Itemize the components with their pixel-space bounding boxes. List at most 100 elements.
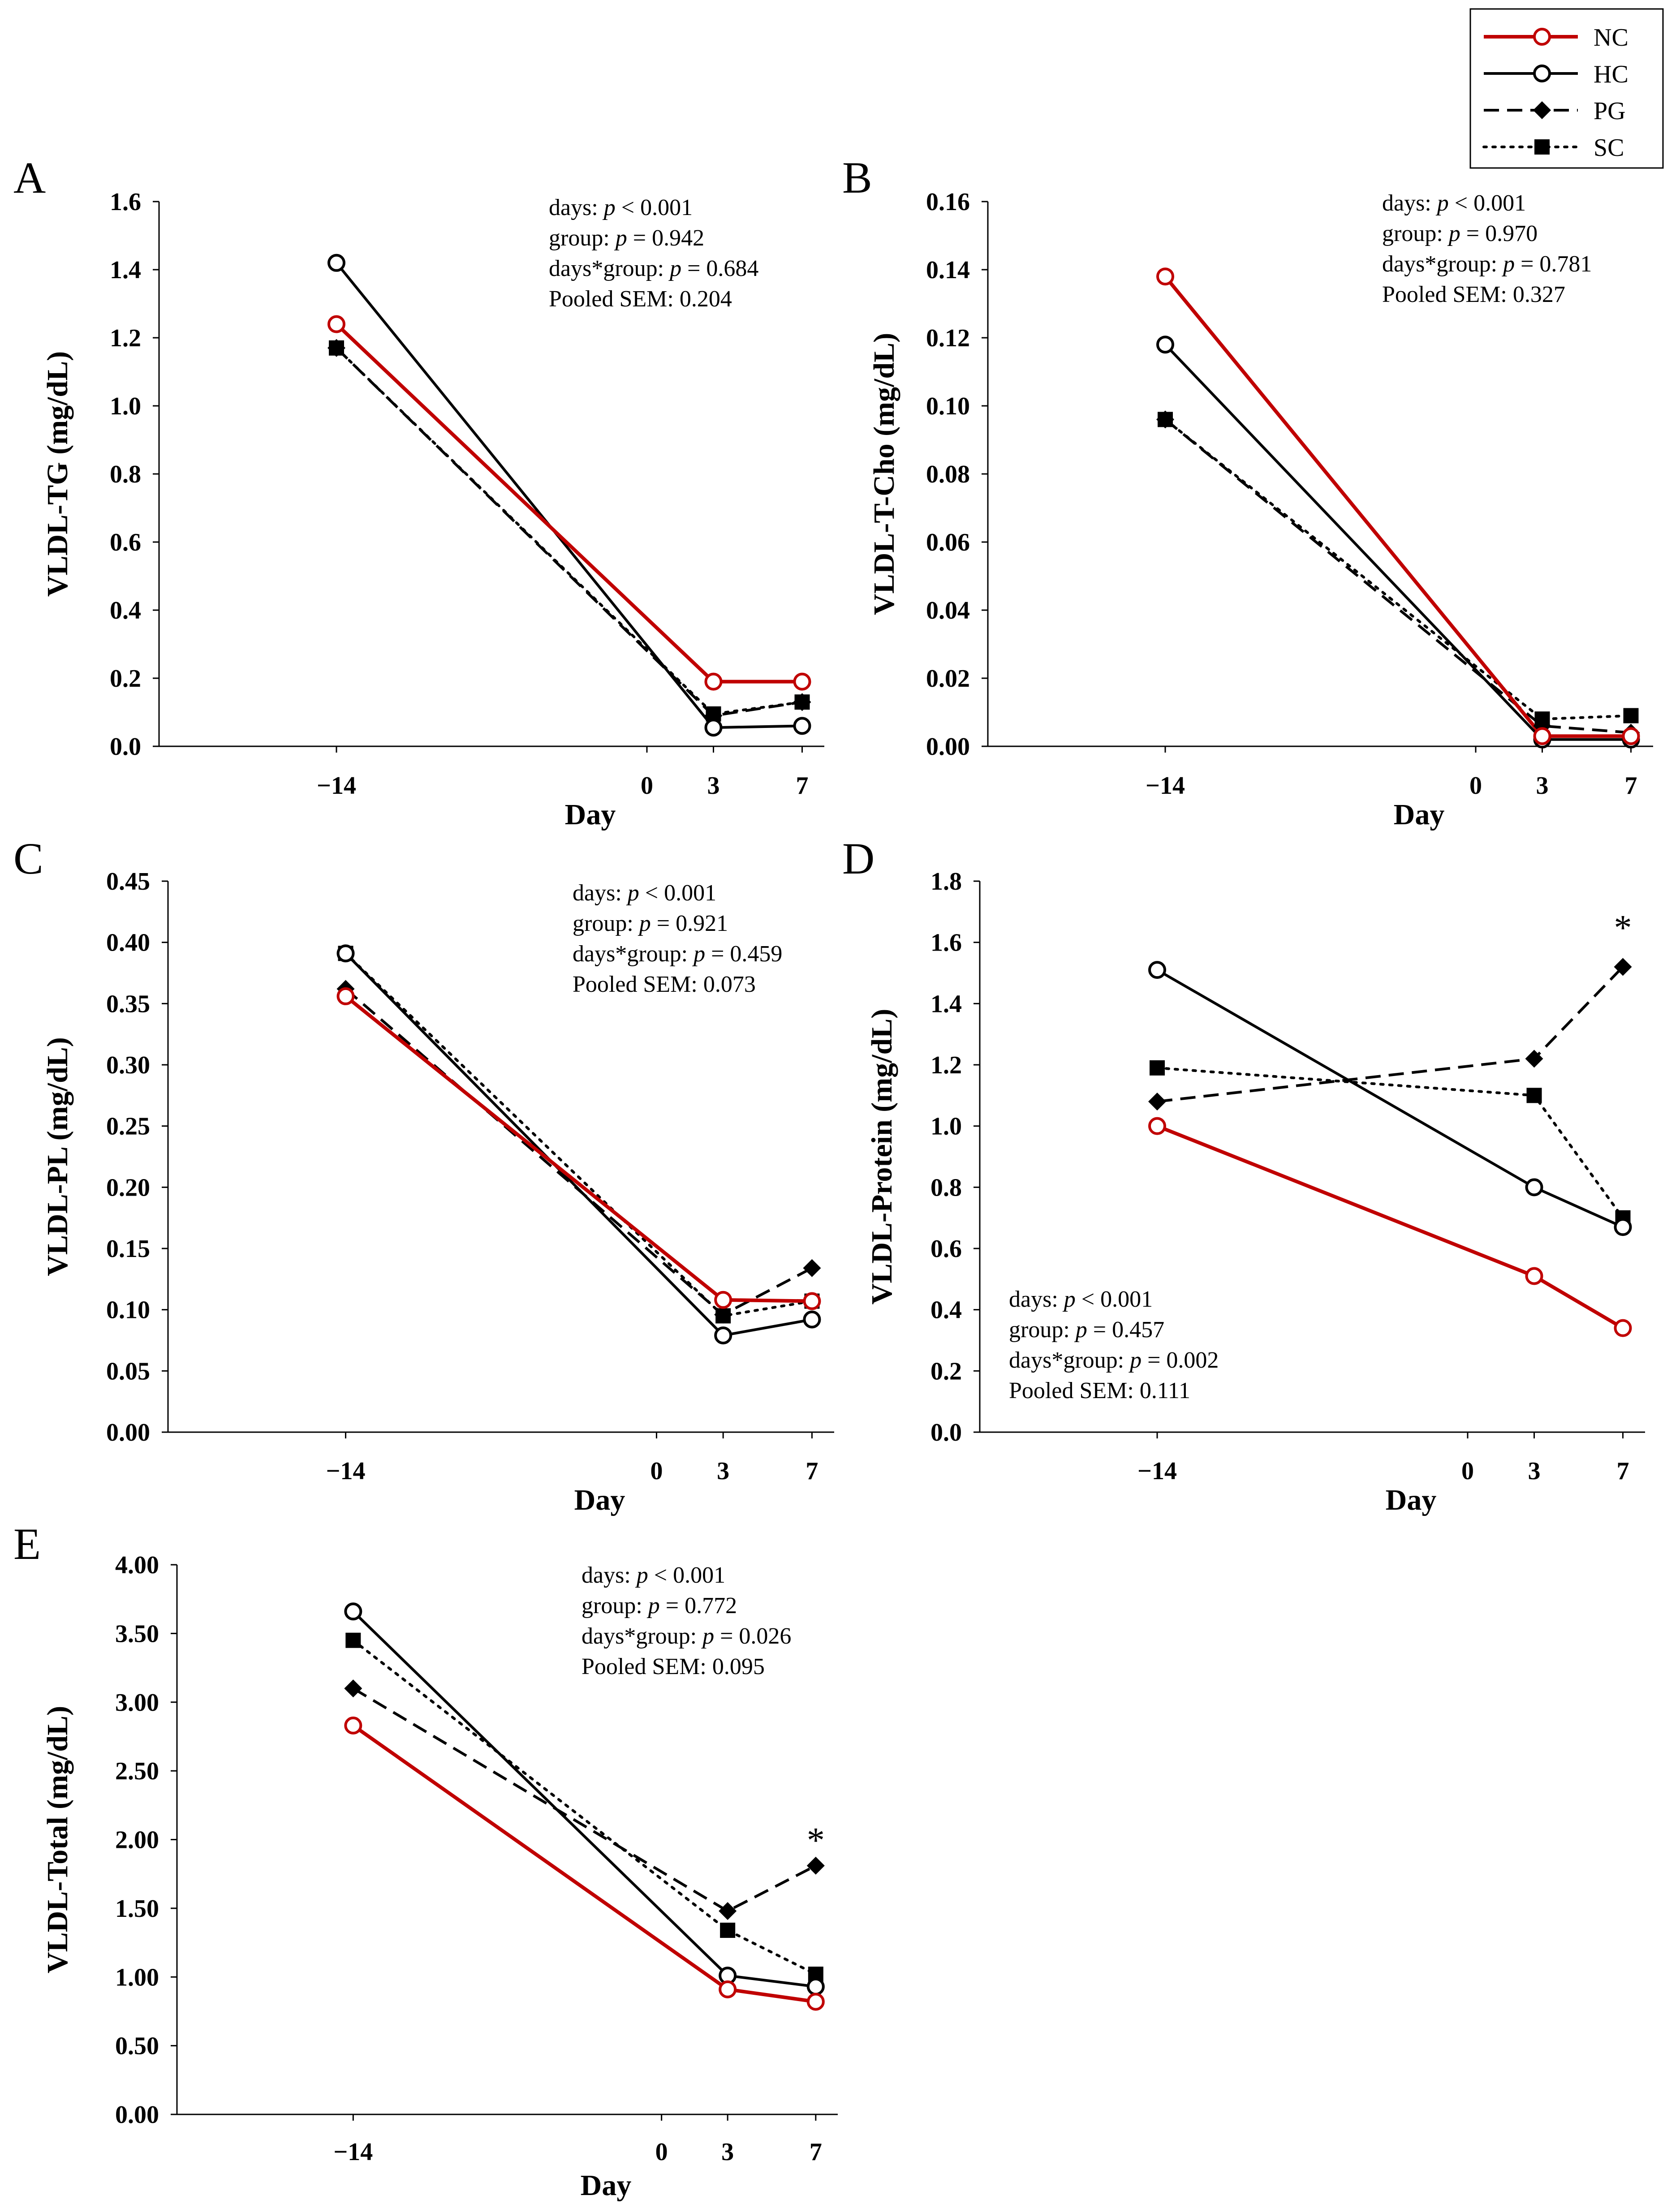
data-point-pg: [803, 1259, 821, 1277]
stats-line: days: p < 0.001: [573, 880, 716, 906]
data-point-hc: [336, 944, 355, 963]
y-tick-label: 0.06: [926, 529, 970, 556]
data-point-hc: [803, 1310, 821, 1329]
p-symbol: p: [646, 1593, 660, 1619]
y-tick-label: 1.6: [930, 929, 962, 957]
y-tick-label: 0.10: [106, 1296, 150, 1324]
data-point-nc: [1622, 727, 1640, 745]
series-line-sc: [335, 346, 804, 715]
stats-text: days*group:: [549, 256, 670, 281]
series-line-hc: [1156, 969, 1624, 1228]
legend-marker-sc: [1534, 139, 1550, 155]
legend-marker-hc: [1533, 65, 1551, 82]
p-symbol: p: [1501, 251, 1515, 277]
y-tick-label: 0.35: [106, 990, 150, 1018]
x-tick-label: 3: [717, 1457, 729, 1485]
stats-text: = 0.684: [681, 256, 758, 281]
series-line-hc: [335, 262, 802, 729]
p-symbol: p: [701, 1623, 714, 1649]
y-axis-label: VLDL-Protein (mg/dL): [866, 1009, 898, 1305]
x-tick-label: −14: [333, 2138, 373, 2166]
y-axis-label: VLDL-Total (mg/dL): [41, 1706, 74, 1973]
data-point-pg: [714, 1305, 732, 1324]
stats-text: = 0.921: [651, 911, 728, 936]
data-point-nc: [714, 1291, 732, 1309]
x-axis-label: Day: [565, 798, 616, 831]
data-point-hc: [714, 1326, 732, 1345]
stats-text: Pooled SEM: 0.327: [1382, 282, 1565, 307]
y-tick-label: 0.15: [106, 1235, 150, 1263]
stats-text: = 0.942: [627, 225, 704, 251]
x-axis-label: Day: [574, 1484, 625, 1516]
panel-letter: A: [13, 153, 46, 202]
stats-line: Pooled SEM: 0.327: [1382, 282, 1565, 307]
stats-text: group:: [573, 911, 639, 936]
x-tick-label: 7: [810, 2138, 822, 2166]
y-tick-label: 1.2: [110, 324, 141, 352]
x-tick-label: 0: [1461, 1457, 1474, 1485]
p-symbol: p: [635, 1563, 648, 1588]
p-symbol: p: [1062, 1287, 1076, 1312]
y-tick-label: 0.14: [926, 256, 970, 284]
series-line-sc: [344, 952, 814, 1317]
legend-box: [1469, 8, 1664, 169]
series-line-nc: [345, 994, 812, 1303]
data-point-sc: [1150, 1060, 1165, 1076]
y-tick-label: 0.10: [926, 392, 970, 420]
x-tick-label: 3: [1536, 772, 1549, 800]
y-tick-label: 4.00: [115, 1551, 159, 1579]
y-tick-label: 3.00: [115, 1689, 159, 1717]
data-point-hc: [1148, 961, 1166, 979]
y-tick-label: 0.0: [930, 1419, 962, 1446]
y-tick-label: 0.00: [115, 2101, 159, 2129]
y-tick-label: 1.0: [930, 1113, 962, 1141]
y-tick-label: 0.16: [926, 188, 970, 216]
y-tick-label: 0.8: [930, 1174, 962, 1201]
y-tick-label: 0.50: [115, 2032, 159, 2060]
y-tick-label: 1.50: [115, 1895, 159, 1923]
panel-letter: E: [13, 1519, 41, 1569]
y-tick-label: 1.00: [115, 1963, 159, 1991]
data-point-pg: [327, 339, 345, 357]
y-tick-label: 0.0: [110, 733, 141, 761]
stats-line: days: p < 0.001: [1382, 190, 1526, 216]
chart-panel-d: D 0.0 0.2 0.4 0.6 0.8 1.0 1.2 1.4 1.6 1.8 −14 0 3 7 Day…: [842, 834, 1645, 1516]
y-tick-label: 0.30: [106, 1051, 150, 1079]
y-tick-label: 3.50: [115, 1620, 159, 1648]
stats-text: days*group:: [582, 1623, 702, 1649]
y-tick-label: 0.00: [926, 733, 970, 761]
y-tick-label: 0.04: [926, 597, 970, 624]
chart-panel-e: E 0.00 0.50 1.00 1.50 2.00 2.50 3.00 3.50 4.00 −14…: [13, 1519, 838, 2202]
y-tick-label: 1.6: [110, 188, 141, 216]
y-tick-label: 0.40: [106, 929, 150, 957]
stats-line: group: p = 0.457: [1009, 1317, 1164, 1343]
data-point-sc: [1526, 1088, 1542, 1103]
y-tick-label: 2.50: [115, 1757, 159, 1785]
data-point-pg: [344, 1679, 362, 1698]
data-point-hc: [1614, 1218, 1632, 1236]
p-symbol: p: [668, 256, 681, 281]
stats-line: days*group: p = 0.002: [1009, 1347, 1219, 1373]
stats-line: Pooled SEM: 0.111: [1009, 1378, 1190, 1403]
data-point-nc: [1525, 1267, 1543, 1285]
y-tick-label: 1.0: [110, 392, 141, 420]
series-line-sc: [352, 1639, 817, 1976]
series-line-pg: [1157, 966, 1624, 1103]
legend-marker-pg: [1533, 101, 1551, 119]
chart-panel-b: B 0.00 0.02 0.04 0.06 0.08 0.10 0.12 0.14 0.16 −14…: [842, 153, 1653, 831]
stats-line: days*group: p = 0.459: [573, 941, 782, 967]
stats-text: < 0.001: [639, 880, 716, 906]
series-line-pg: [352, 1687, 817, 1913]
data-point-nc: [336, 987, 355, 1005]
significance-marker: *: [807, 1821, 825, 1860]
stats-text: = 0.970: [1460, 221, 1538, 246]
stats-line: days*group: p = 0.684: [549, 256, 758, 281]
y-axis-label: VLDL-T-Cho (mg/dL): [868, 333, 900, 615]
stats-text: = 0.457: [1087, 1317, 1164, 1343]
data-point-nc: [1148, 1117, 1166, 1135]
x-tick-label: 3: [721, 2138, 734, 2166]
series-line-hc: [345, 952, 812, 1337]
x-tick-label: 0: [641, 772, 653, 800]
stats-line: group: p = 0.921: [573, 911, 728, 936]
p-symbol: p: [692, 941, 705, 967]
